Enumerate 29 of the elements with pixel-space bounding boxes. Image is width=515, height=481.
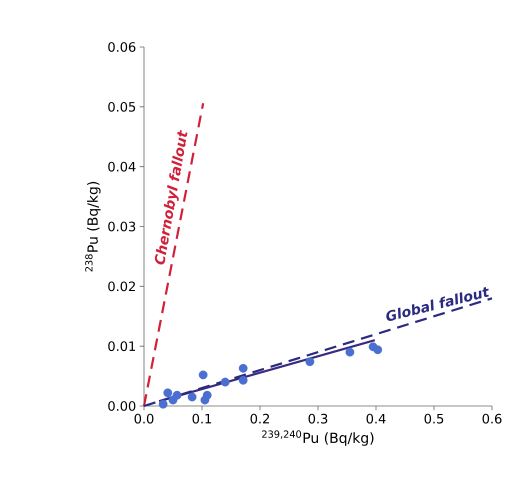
point: [305, 357, 314, 366]
point: [188, 392, 197, 402]
x-tick-label: 0.5: [424, 414, 444, 424]
point: [168, 396, 178, 404]
x-tick-label: 0.0: [134, 414, 154, 424]
y-tick-label: 0.02: [108, 281, 135, 292]
y-tick-label: 0.05: [108, 102, 136, 112]
point: [198, 370, 208, 380]
y-tick-label: 0.00: [108, 401, 136, 411]
point: [163, 388, 172, 398]
point: [238, 364, 248, 373]
x-tick-label: 0.4: [366, 414, 386, 424]
x-tick-label: 0.2: [250, 414, 269, 424]
point: [373, 345, 382, 354]
point: [220, 378, 230, 386]
y-tick-label: 0.01: [108, 341, 136, 352]
x-axis-title: $^{239,240}$Pu (Bq/kg): [262, 430, 374, 446]
point: [238, 376, 248, 385]
x-tick-label: 0.1: [192, 414, 212, 424]
y-tick-label: 0.06: [108, 42, 136, 52]
point: [158, 400, 168, 409]
x-tick-label: 0.6: [482, 414, 502, 424]
y-axis-title: $^{238}$Pu (Bq/kg): [85, 182, 101, 272]
y-tick-label: 0.04: [108, 162, 136, 172]
y-tick-label: 0.03: [108, 222, 136, 232]
annotation: Global fallout: [386, 286, 489, 321]
point: [200, 396, 210, 404]
x-tick-label: 0.3: [308, 414, 328, 424]
point: [346, 348, 354, 357]
